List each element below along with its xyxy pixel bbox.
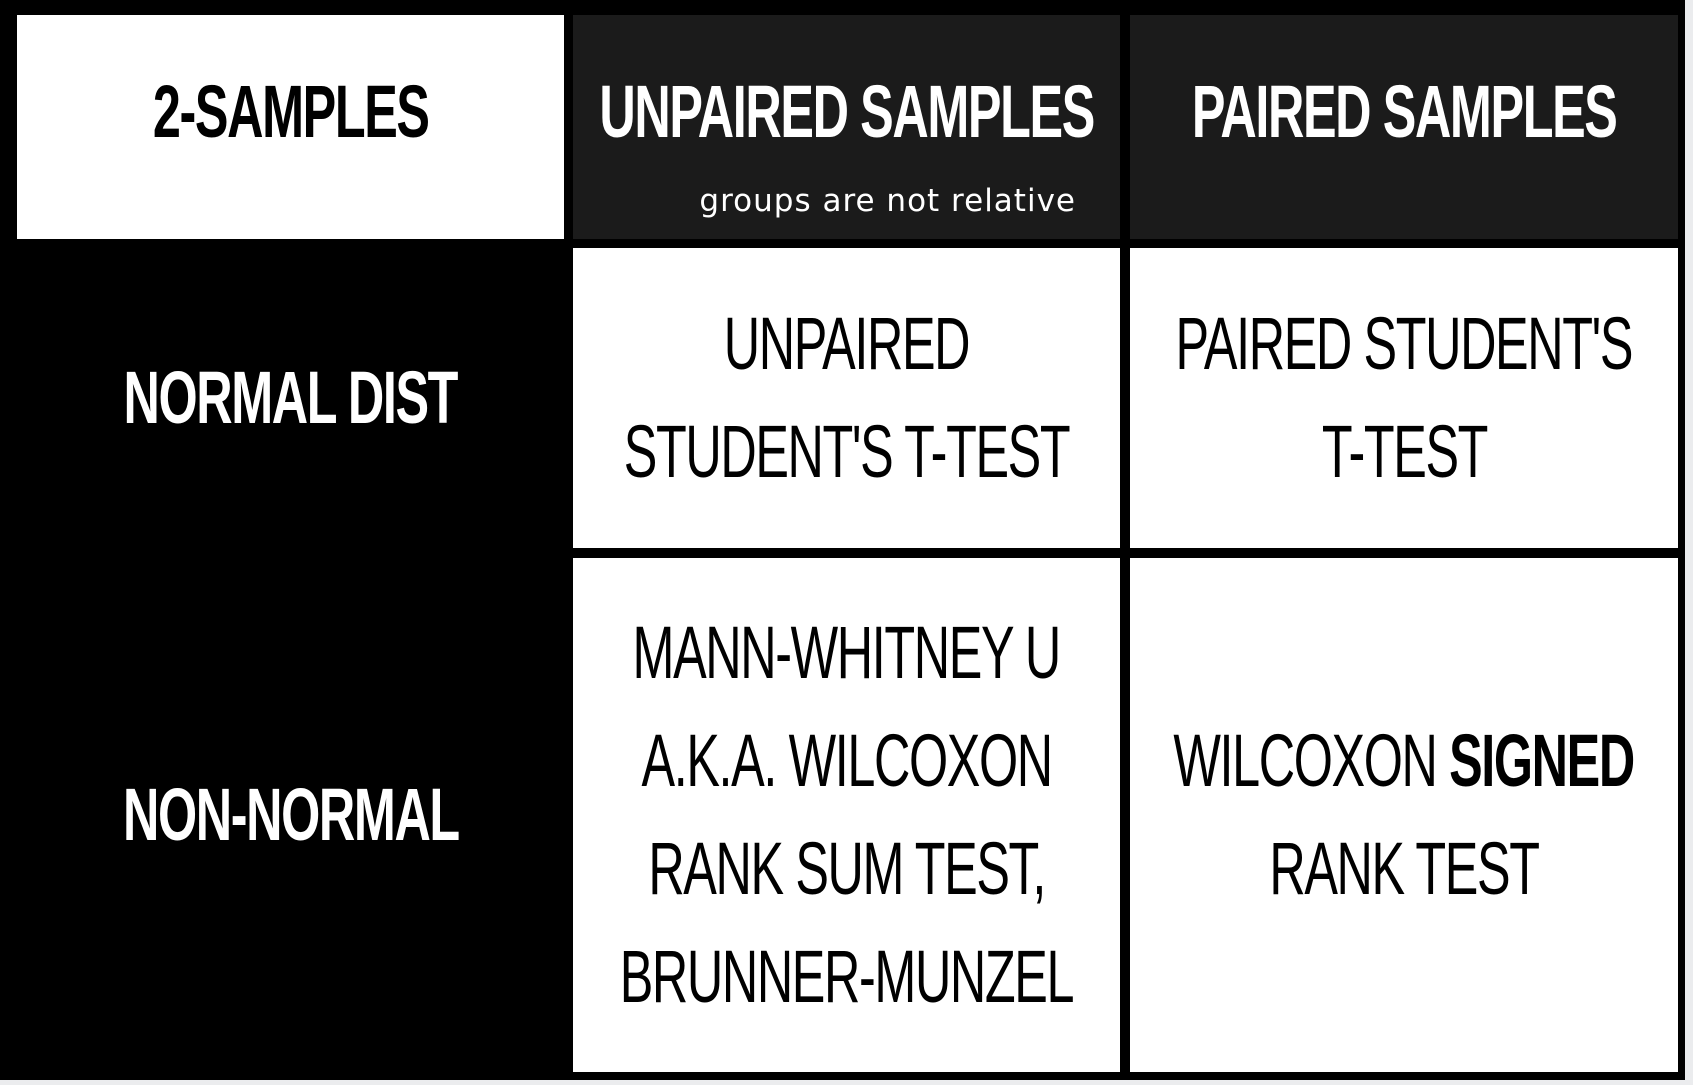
column-title-paired: PAIRED SAMPLES xyxy=(1191,70,1618,153)
cell-text-line: A.K.A. WILCOXON xyxy=(641,719,1053,802)
cell-text-line: MANN-WHITNEY U xyxy=(632,611,1062,694)
cell-text-line: T-TEST xyxy=(1321,410,1488,493)
cell-non-normal-unpaired: MANN-WHITNEY U A.K.A. WILCOXON RANK SUM … xyxy=(573,558,1120,1072)
cell-text-line: STUDENT'S T-TEST xyxy=(623,410,1071,493)
corner-label: 2-SAMPLES xyxy=(152,70,430,153)
row-header-non-normal: NON-NORMAL xyxy=(17,558,564,1072)
cell-text-emphasis: SIGNED xyxy=(1449,719,1635,802)
cell-text-line: BRUNNER-MUNZEL xyxy=(619,935,1075,1018)
row-label-non-normal: NON-NORMAL xyxy=(122,773,460,856)
row-label-normal: NORMAL DIST xyxy=(123,356,459,439)
cell-text-line: UNPAIRED xyxy=(723,302,971,385)
cell-text-line: WILCOXON SIGNED xyxy=(1173,707,1636,815)
corner-header-cell: 2-SAMPLES xyxy=(17,15,564,239)
row-header-normal: NORMAL DIST xyxy=(17,248,564,548)
cell-text-regular: WILCOXON xyxy=(1173,719,1450,802)
cell-text-line: RANK TEST xyxy=(1269,827,1540,910)
column-header-paired: PAIRED SAMPLES xyxy=(1130,15,1678,239)
column-title-unpaired: UNPAIRED SAMPLES xyxy=(599,70,1095,153)
cell-text-line: PAIRED STUDENT'S xyxy=(1175,302,1634,385)
cell-normal-unpaired: UNPAIRED STUDENT'S T-TEST xyxy=(573,248,1120,548)
column-subtitle-unpaired: groups are not relative xyxy=(699,183,1076,219)
cell-normal-paired: PAIRED STUDENT'S T-TEST xyxy=(1130,248,1678,548)
cell-non-normal-paired: WILCOXON SIGNED RANK TEST xyxy=(1130,558,1678,1072)
cell-text-line: RANK SUM TEST, xyxy=(648,827,1046,910)
column-header-unpaired: UNPAIRED SAMPLES groups are not relative xyxy=(573,15,1120,239)
